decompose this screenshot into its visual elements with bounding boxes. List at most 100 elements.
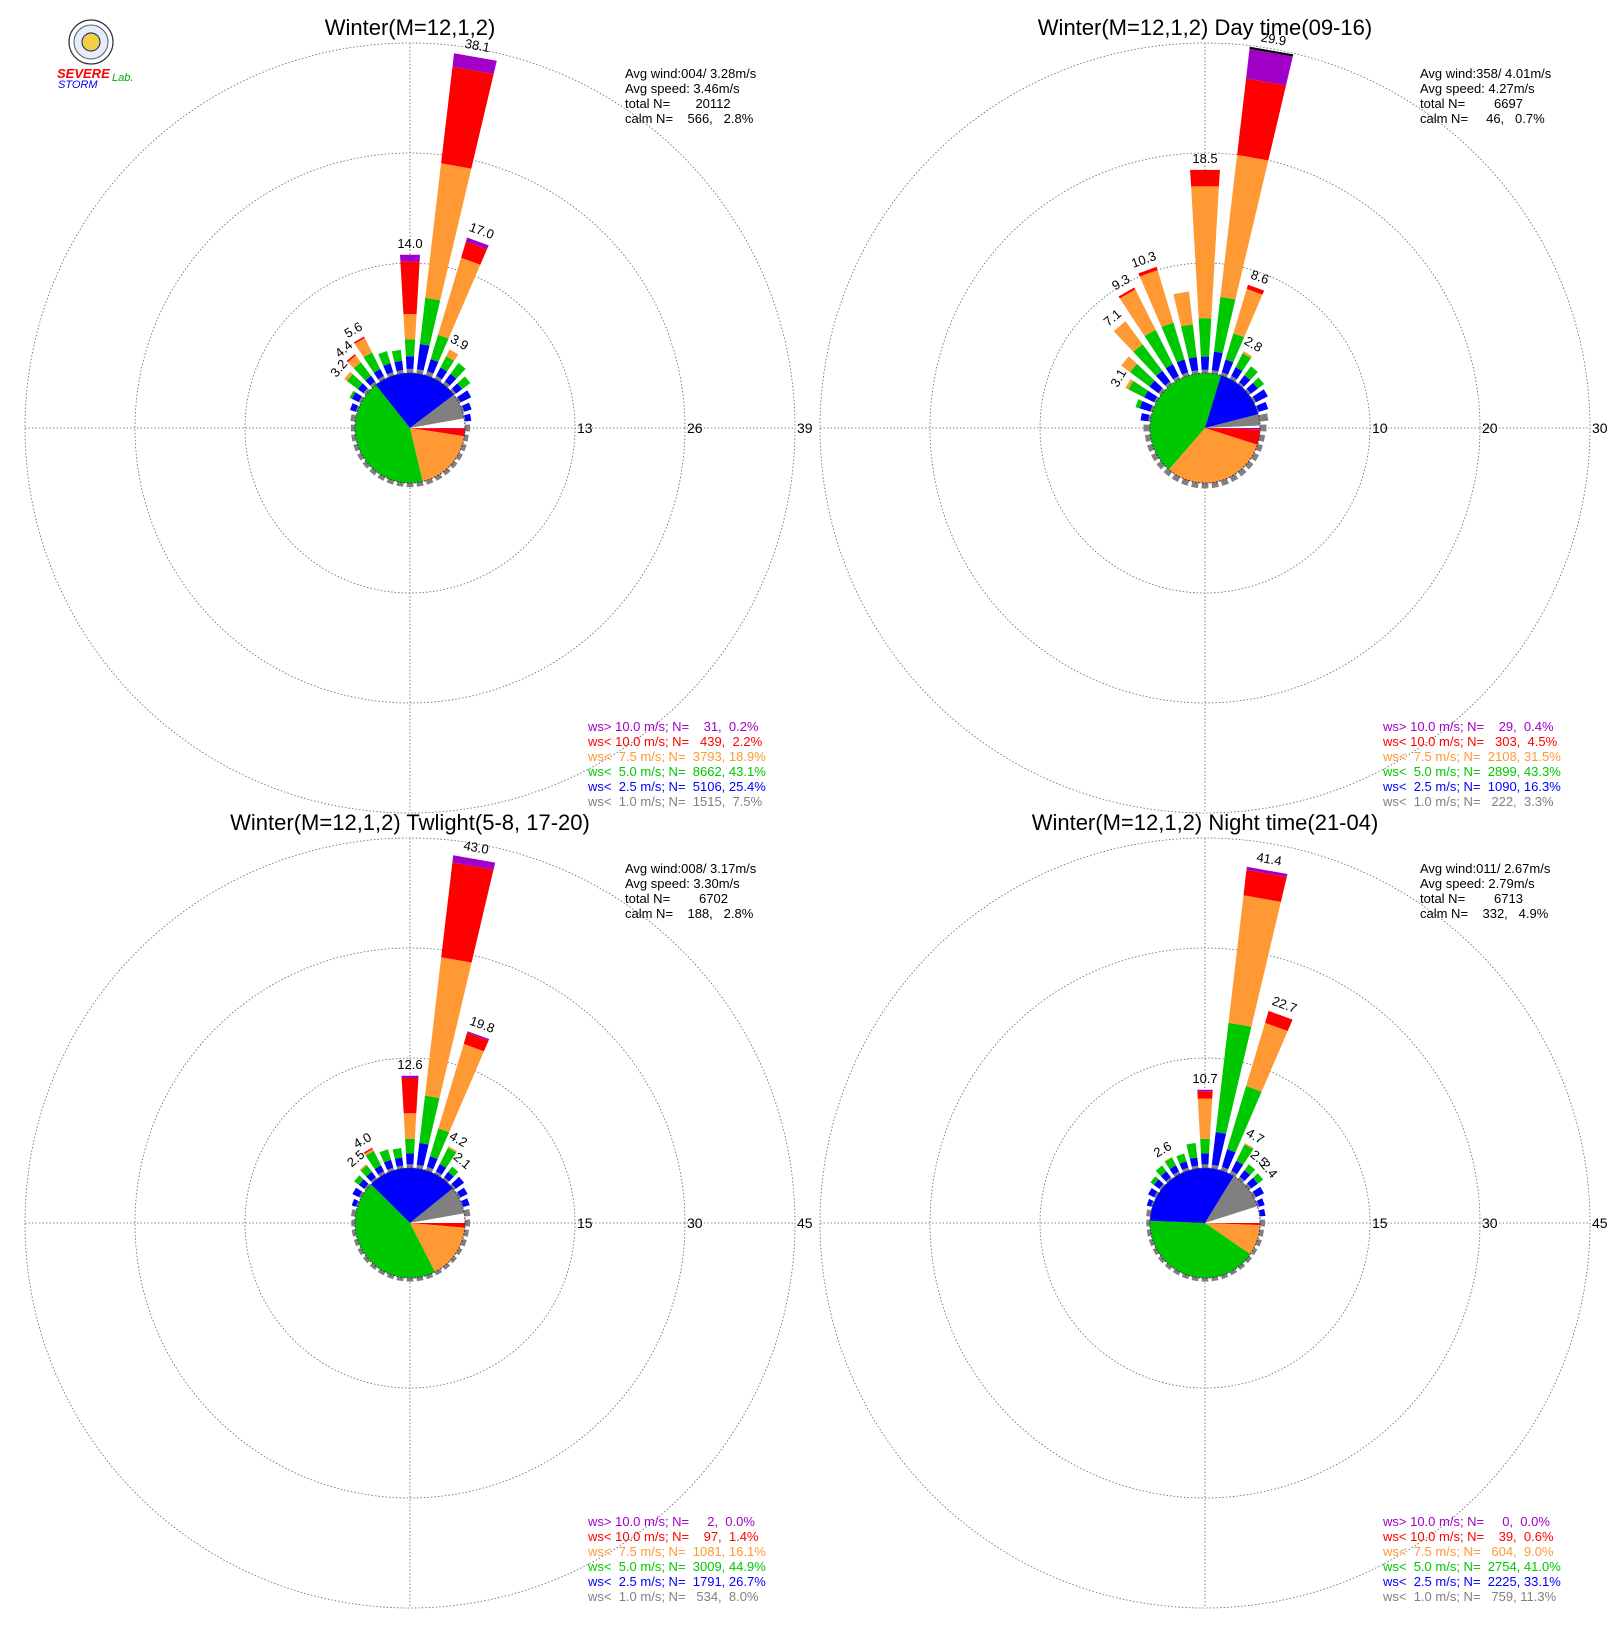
bar-segment-10-lt75	[1220, 154, 1269, 300]
bar-segment-330-lt75	[364, 1149, 374, 1156]
bar-segment-250-lt10ms	[1148, 1238, 1155, 1247]
bar-segment-20-lt50	[1225, 333, 1245, 363]
legend-entry-lt75: ws< 7.5 m/s; N= 3793, 18.9%	[587, 749, 766, 764]
legend-entry-gt10: ws> 10.0 m/s; N= 2, 0.0%	[587, 1514, 755, 1529]
bar-segment-60-lt10ms	[1251, 396, 1257, 404]
bar-segment-170-lt10ms	[1211, 481, 1219, 489]
bar-segment-310-lt50	[1150, 1176, 1159, 1185]
bar-segment-20-lt75	[1246, 1022, 1288, 1092]
bar-segment-240-lt10ms	[357, 1247, 364, 1256]
bar-segment-190-lt10ms	[1191, 1276, 1199, 1282]
pie-slice-lt75	[1168, 428, 1258, 484]
legend-entry-lt10: ws< 10.0 m/s; N= 39, 0.6%	[1382, 1529, 1554, 1544]
bar-segment-320-lt10ms	[1165, 381, 1173, 388]
bar-segment-310-lt25	[1153, 1179, 1164, 1189]
bar-segment-40-lt10ms	[1237, 382, 1245, 388]
bar-segment-0-gt10	[400, 254, 420, 262]
bar-segment-320-lt50	[353, 362, 372, 381]
bar-segment-310-lt75	[344, 371, 353, 381]
bar-segment-340-lt50	[379, 1149, 391, 1163]
bar-segment-310-lt10ms	[364, 1183, 370, 1191]
panel-title: Winter(M=12,1,2) Day time(09-16)	[1038, 15, 1372, 40]
logo-text-severe: SEVERE	[57, 66, 110, 81]
bar-segment-10-lt25	[416, 344, 430, 371]
bar-segment-0-lt75	[403, 1113, 417, 1139]
bar-segment-50-lt25	[451, 383, 463, 394]
bar-segment-330-lt10ms	[377, 375, 386, 382]
bar-segment-20-lt10	[1265, 1010, 1293, 1031]
tick-label: 45	[1592, 1215, 1608, 1231]
bar-segment-310-lt10ms	[1158, 388, 1165, 396]
bar-segment-50-lt50	[1253, 377, 1265, 389]
bar-segment-330-lt75	[1164, 1156, 1172, 1162]
tick-label: 45	[797, 1215, 813, 1231]
bar-segment-50-lt10ms	[450, 388, 457, 396]
bar-segment-190-lt10ms	[396, 1276, 404, 1282]
info-line: Avg wind:004/ 3.28m/s	[625, 66, 757, 81]
bar-segment-300-lt50	[1128, 380, 1148, 398]
bar-segment-0-lt75	[403, 314, 417, 340]
bar-segment-300-lt50	[349, 390, 356, 399]
bar-segment-80-lt10ms	[463, 1209, 471, 1217]
bar-segment-0-lt50	[404, 339, 416, 357]
legend-entry-lt10ms: ws< 1.0 m/s; N= 222, 3.3%	[1382, 794, 1554, 809]
bar-segment-160-lt10ms	[1220, 1273, 1229, 1280]
bar-segment-0-lt10	[1197, 1091, 1213, 1099]
bar-segment-340-lt10ms	[386, 372, 395, 378]
bar-segment-20-lt50	[430, 1128, 450, 1159]
severe-storm-lab-logo: SEVERE STORM Lab.	[57, 19, 133, 91]
bar-segment-20-lt25	[1221, 359, 1234, 375]
bar-segment-310-lt10ms	[363, 388, 370, 396]
bar-segment-40-lt25	[1239, 1170, 1251, 1181]
bar-segment-40-lt10ms	[442, 1177, 450, 1183]
tick-label: 15	[577, 1215, 593, 1231]
legend-entry-lt75: ws< 7.5 m/s; N= 2108, 31.5%	[1382, 749, 1561, 764]
tick-label: 10	[1372, 420, 1388, 436]
panel-title: Winter(M=12,1,2)	[325, 15, 496, 40]
bar-segment-80-lt10ms	[1258, 413, 1269, 422]
bar-segment-210-lt10ms	[377, 474, 386, 481]
bar-segment-350-lt10ms	[396, 1165, 404, 1170]
pie-slice-lt10	[410, 428, 465, 437]
bar-segment-350-lt50	[391, 349, 403, 363]
pie-slice-lt10ms	[410, 1188, 465, 1223]
bar-label-30: 4.7	[1244, 1125, 1267, 1147]
logo-seal-emblem	[81, 32, 101, 52]
bar-segment-60-lt25	[1252, 1186, 1264, 1198]
bar-segment-0-lt25	[406, 1153, 414, 1165]
bar-segment-340-lt25	[383, 1159, 394, 1170]
bar-segment-330-lt50	[365, 1150, 381, 1170]
legend-entry-lt10: ws< 10.0 m/s; N= 439, 2.2%	[587, 734, 763, 749]
bar-segment-30-lt25	[1231, 1160, 1244, 1174]
bar-segment-330-lt25	[1169, 1165, 1179, 1175]
bar-segment-10-lt25	[1211, 1132, 1227, 1166]
bar-segment-10-lt10	[441, 66, 494, 169]
bar-segment-330-lt75	[1119, 289, 1156, 337]
pie-slice-lt75	[410, 1223, 465, 1272]
pie-slice-lt10ms	[410, 394, 465, 428]
legend-entry-lt25: ws< 2.5 m/s; N= 2225, 33.1%	[1382, 1574, 1561, 1589]
bar-segment-60-lt10ms	[456, 1192, 461, 1199]
pie-slice-lt50	[355, 1184, 435, 1278]
bar-segment-330-lt25	[1165, 364, 1179, 380]
bar-segment-20-lt10	[461, 241, 487, 265]
bar-segment-330-lt25	[374, 1165, 384, 1175]
bar-segment-210-lt10ms	[377, 1269, 386, 1276]
bar-segment-290-lt25	[1139, 401, 1153, 412]
pie-slice-gt10	[410, 428, 466, 429]
bar-segment-40-lt50	[448, 1166, 459, 1177]
bar-segment-20-gt10	[465, 237, 489, 250]
bar-segment-330-lt10	[353, 336, 365, 344]
bar-segment-220-lt10ms	[1163, 468, 1173, 477]
info-line: total N= 6697	[1420, 96, 1523, 111]
pie-slice-lt10ms	[1205, 1176, 1258, 1223]
bar-label-20: 8.6	[1249, 267, 1271, 287]
bar-segment-50-lt50	[1253, 1173, 1264, 1184]
legend-entry-lt25: ws< 2.5 m/s; N= 1791, 26.7%	[587, 1574, 766, 1589]
bar-segment-60-lt10ms	[1251, 1191, 1257, 1199]
bar-segment-40-lt10ms	[442, 381, 450, 388]
bar-segment-320-lt25	[1156, 370, 1171, 386]
bar-segment-0-lt10ms	[1201, 1164, 1209, 1169]
pie-slice-lt75	[1205, 1223, 1260, 1255]
bar-segment-20-lt50	[430, 334, 449, 362]
